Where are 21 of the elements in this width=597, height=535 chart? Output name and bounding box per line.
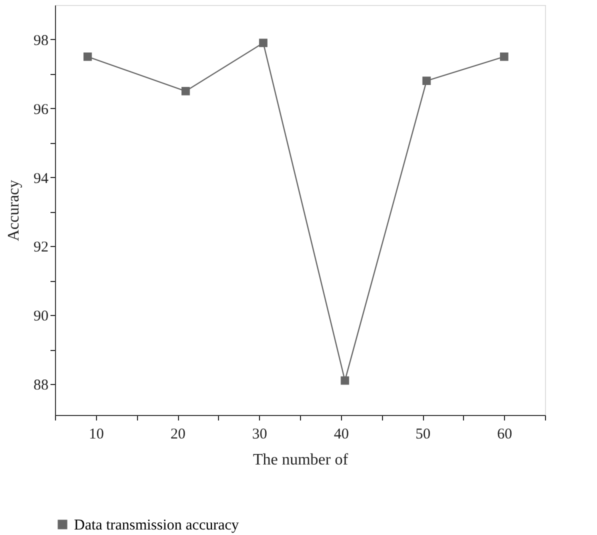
y-axis-title: Accuracy bbox=[6, 180, 22, 242]
point bbox=[422, 76, 431, 85]
point bbox=[500, 52, 508, 61]
x-tick-label: 50 bbox=[416, 426, 430, 442]
x-tick-label: 60 bbox=[497, 426, 512, 442]
point bbox=[259, 38, 268, 48]
y-tick-label: 92 bbox=[34, 240, 48, 256]
x-tick-label: 20 bbox=[170, 426, 186, 442]
x-tick-label: 30 bbox=[252, 426, 268, 442]
x-tick-label: 40 bbox=[334, 426, 349, 442]
x-axis-title: The number of bbox=[252, 452, 349, 468]
y-tick-label: 96 bbox=[34, 102, 49, 118]
y-tick-label: 90 bbox=[34, 308, 48, 325]
y-tick-label: 98 bbox=[34, 32, 48, 49]
y-tick-label: 94 bbox=[34, 170, 49, 187]
point bbox=[340, 376, 350, 385]
point bbox=[181, 86, 190, 96]
legend-label: Data transmission accuracy bbox=[74, 518, 240, 534]
point bbox=[83, 52, 92, 61]
x-tick-label: 10 bbox=[88, 426, 104, 442]
y-tick-label: 88 bbox=[34, 377, 48, 394]
